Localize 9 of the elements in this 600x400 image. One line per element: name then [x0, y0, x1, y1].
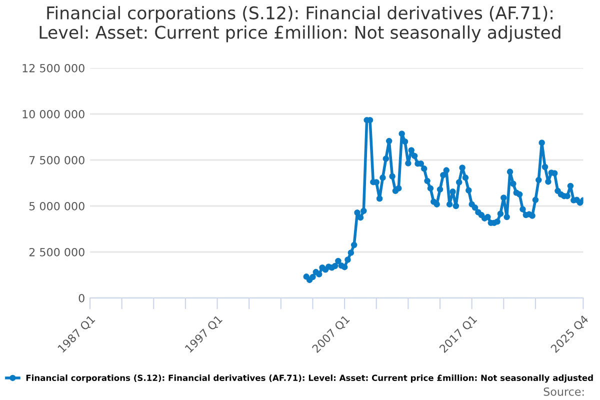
chart-title: Financial corporations (S.12): Financial derivatives (AF.71): Level: Asset: Current price £million: Not seasonally adjusted [40, 6, 560, 42]
y-tick-label: 5 000 000 [29, 202, 84, 210]
y-tick-label: 10 000 000 [22, 110, 84, 118]
y-tick-label: 7 500 000 [30, 156, 84, 164]
source-note: Source: [544, 387, 584, 396]
y-tick-label: 12 500 000 [22, 64, 84, 72]
y-tick-label: 0 [78, 294, 84, 302]
y-tick-label: 2 500 000 [29, 248, 84, 256]
legend-label: Financial corporations (S.12): Financial derivatives (AF.71): Level: Asset: Current price £million: Not seasonally adjusted [26, 374, 593, 383]
